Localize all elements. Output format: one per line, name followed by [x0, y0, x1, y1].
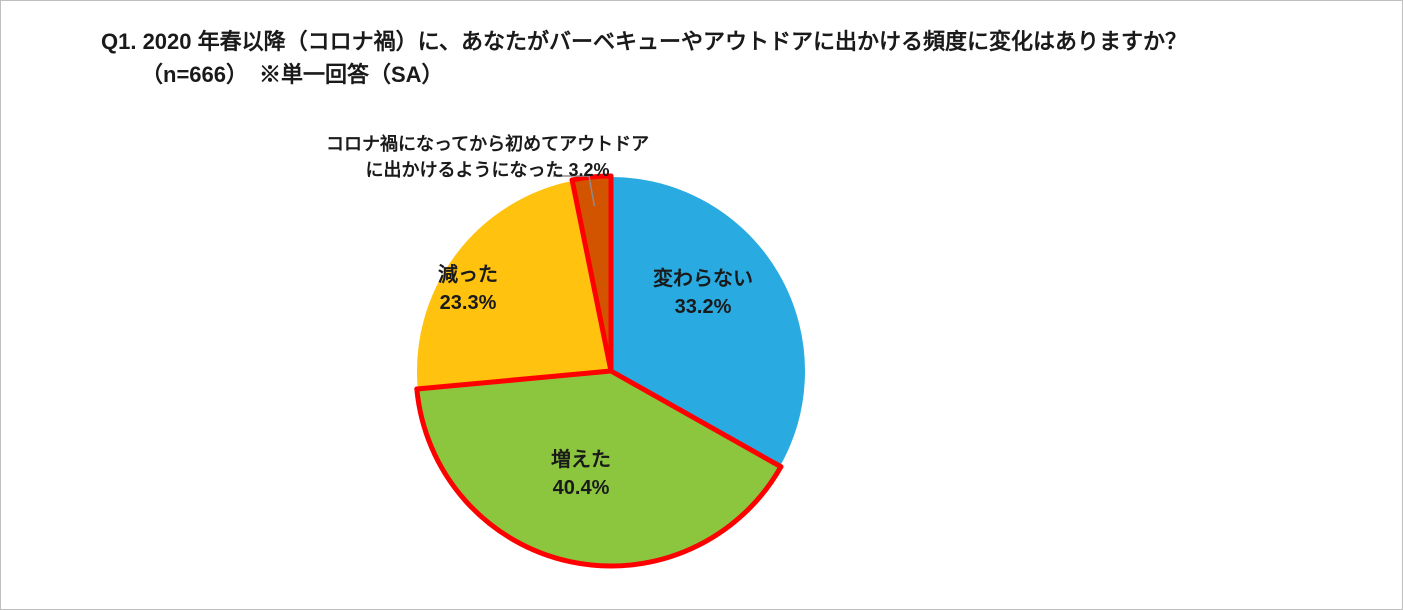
pie-chart: 変わらない33.2%増えた40.4%減った23.3%コロナ禍になってから初めてア…	[1, 1, 1402, 609]
pie-svg	[1, 1, 1403, 610]
chart-card: Q1. 2020 年春以降（コロナ禍）に、あなたがバーベキューやアウトドアに出か…	[0, 0, 1403, 610]
